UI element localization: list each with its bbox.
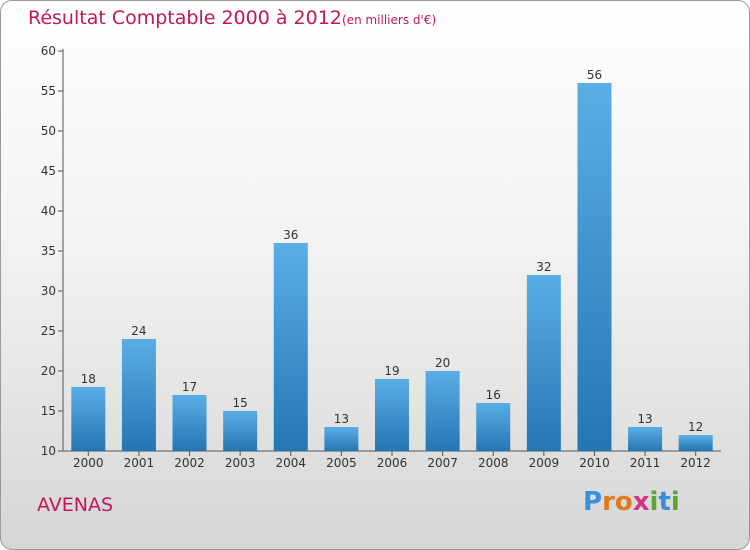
bar-value-label: 24	[131, 324, 146, 338]
bar	[628, 427, 663, 451]
bar	[375, 379, 409, 451]
bar	[121, 339, 156, 451]
bar	[324, 427, 359, 451]
x-tick-label: 2003	[225, 456, 256, 470]
bar	[172, 395, 207, 451]
x-tick-label: 2002	[174, 456, 205, 470]
logo-letter: r	[602, 487, 615, 517]
logo-letter: i	[670, 487, 680, 517]
proxiti-logo: Proxiti	[583, 487, 680, 517]
bar	[425, 371, 460, 451]
y-tick-label: 55	[41, 84, 56, 98]
x-tick-label: 2010	[579, 456, 610, 470]
x-tick-label: 2000	[73, 456, 104, 470]
bar-value-label: 56	[587, 68, 602, 82]
y-tick-label: 35	[41, 244, 56, 258]
y-tick-label: 60	[41, 44, 56, 58]
bar	[678, 435, 713, 451]
y-tick-label: 25	[41, 324, 56, 338]
x-tick-label: 2005	[326, 456, 357, 470]
chart-subtitle: (en milliers d'€)	[342, 13, 437, 27]
y-tick-label: 30	[41, 284, 56, 298]
bar-value-label: 12	[688, 420, 703, 434]
x-tick-label: 2007	[427, 456, 458, 470]
bar-value-label: 15	[233, 396, 248, 410]
chart-title: Résultat Comptable 2000 à 2012	[28, 7, 342, 29]
bar	[223, 411, 258, 451]
bar	[476, 403, 511, 451]
y-tick-label: 50	[41, 124, 56, 138]
x-tick-label: 2001	[124, 456, 155, 470]
logo-letter: t	[658, 487, 671, 517]
logo-letter: x	[632, 487, 650, 517]
logo-letter: o	[614, 487, 633, 517]
bar-value-label: 18	[81, 372, 96, 386]
y-tick-label: 10	[41, 444, 56, 458]
bar	[526, 275, 561, 451]
x-tick-label: 2006	[377, 456, 408, 470]
x-tick-label: 2012	[680, 456, 711, 470]
bar-value-label: 20	[435, 356, 450, 370]
x-tick-label: 2011	[630, 456, 661, 470]
bar-value-label: 32	[536, 260, 551, 274]
bar	[71, 387, 106, 451]
bar	[273, 243, 308, 451]
x-tick-label: 2008	[478, 456, 509, 470]
y-tick-label: 45	[41, 164, 56, 178]
y-tick-label: 40	[41, 204, 56, 218]
bar	[577, 83, 612, 451]
bar-value-label: 16	[486, 388, 501, 402]
y-tick-label: 20	[41, 364, 56, 378]
x-tick-label: 2004	[275, 456, 306, 470]
bar-value-label: 19	[384, 364, 399, 378]
bar-value-label: 17	[182, 380, 197, 394]
bar-value-label: 13	[334, 412, 349, 426]
commune-name: AVENAS	[37, 494, 114, 516]
logo-letter: i	[649, 487, 659, 517]
x-tick-label: 2009	[529, 456, 560, 470]
y-tick-label: 15	[41, 404, 56, 418]
logo-letter: P	[583, 487, 603, 517]
bar-value-label: 36	[283, 228, 298, 242]
bar-value-label: 13	[637, 412, 652, 426]
